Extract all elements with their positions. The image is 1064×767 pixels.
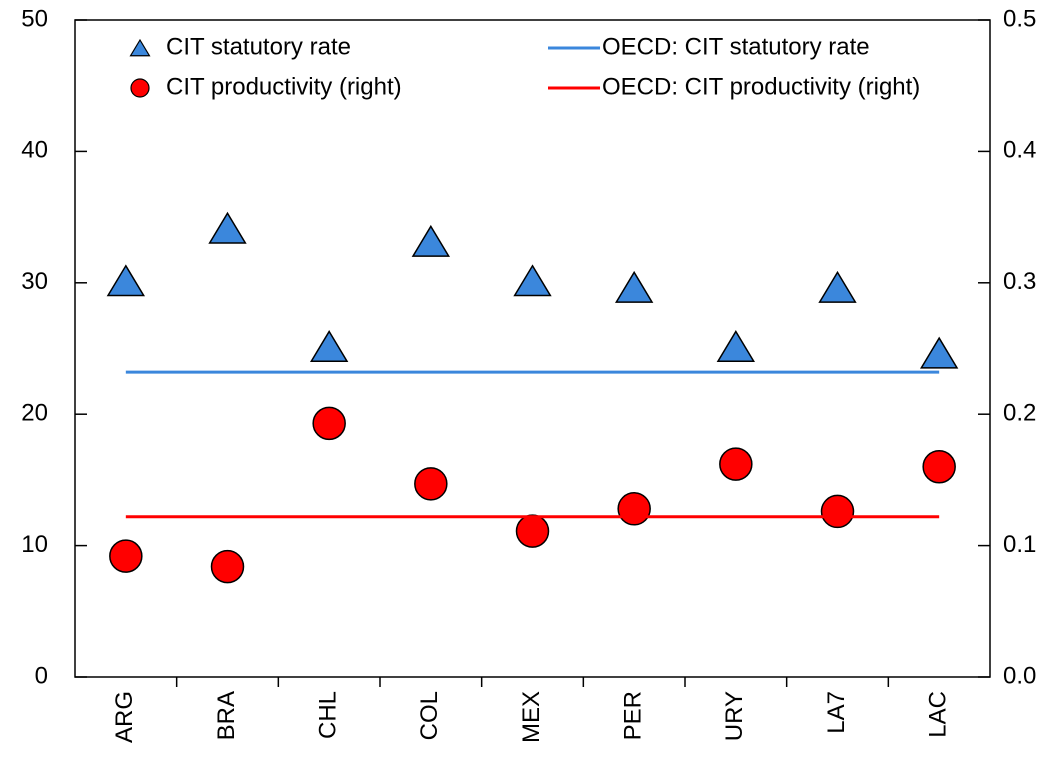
circle-marker bbox=[312, 406, 346, 441]
x-tick-label: ARG bbox=[111, 691, 138, 743]
circle-marker bbox=[617, 492, 651, 526]
y-tick-label: 50 bbox=[21, 5, 48, 32]
legend-label: CIT statutory rate bbox=[166, 33, 351, 60]
y-tick-label: 0 bbox=[35, 662, 48, 689]
y2-tick-label: 0.3 bbox=[1003, 268, 1036, 295]
y-tick-label: 10 bbox=[21, 531, 48, 558]
triangle-marker bbox=[716, 330, 756, 362]
y-tick-label: 30 bbox=[21, 268, 48, 295]
circle-marker bbox=[820, 494, 855, 529]
triangle-marker bbox=[513, 264, 552, 297]
x-tick-label: URY bbox=[721, 691, 748, 741]
x-tick-label: CHL bbox=[315, 691, 342, 739]
x-tick-label: LAC bbox=[925, 691, 952, 738]
circle-marker bbox=[922, 450, 956, 484]
circle-marker bbox=[414, 467, 448, 501]
y-tick-label: 40 bbox=[21, 137, 48, 164]
triangle-marker bbox=[411, 224, 451, 257]
legend-label: OECD: CIT statutory rate bbox=[602, 33, 870, 60]
circle-marker bbox=[719, 447, 753, 481]
legend-label: OECD: CIT productivity (right) bbox=[602, 73, 920, 100]
y2-tick-label: 0.2 bbox=[1003, 400, 1036, 427]
x-tick-label: MEX bbox=[518, 691, 545, 743]
legend-symbol bbox=[130, 78, 150, 98]
x-tick-label: BRA bbox=[213, 691, 240, 740]
triangle-marker bbox=[309, 330, 349, 362]
x-tick-label: COL bbox=[416, 691, 443, 740]
triangle-marker bbox=[919, 336, 959, 369]
y2-tick-label: 0.1 bbox=[1003, 531, 1036, 558]
x-tick-label: PER bbox=[620, 691, 647, 740]
legend-symbol bbox=[129, 38, 151, 57]
triangle-marker bbox=[818, 270, 857, 303]
circle-marker bbox=[109, 539, 143, 573]
y-tick-label: 20 bbox=[21, 400, 48, 427]
y2-tick-label: 0.5 bbox=[1003, 5, 1036, 32]
triangle-marker bbox=[208, 211, 247, 244]
plot-frame bbox=[74, 19, 991, 678]
circle-marker bbox=[515, 514, 550, 548]
circle-marker bbox=[210, 549, 245, 584]
triangle-marker bbox=[106, 264, 146, 297]
x-tick-label: LA7 bbox=[823, 691, 850, 734]
y2-tick-label: 0.4 bbox=[1003, 137, 1036, 164]
y2-tick-label: 0.0 bbox=[1003, 662, 1036, 689]
legend-label: CIT productivity (right) bbox=[166, 73, 402, 100]
triangle-marker bbox=[614, 270, 654, 303]
